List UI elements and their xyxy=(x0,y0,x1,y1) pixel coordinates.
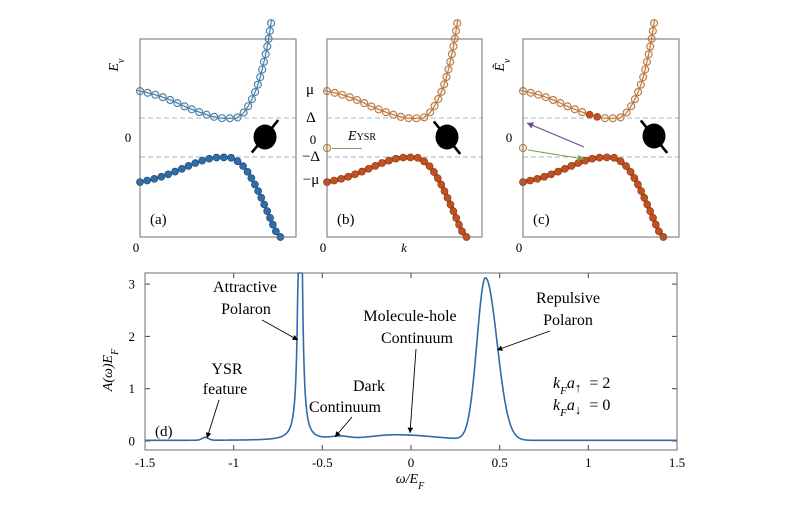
svg-text:2: 2 xyxy=(129,329,136,344)
svg-text:Continuum: Continuum xyxy=(381,330,454,347)
svg-text:1: 1 xyxy=(129,381,136,396)
svg-text:-1: -1 xyxy=(228,455,239,470)
svg-text:(d): (d) xyxy=(155,424,173,440)
svg-text:EYSR: EYSR xyxy=(347,129,376,144)
svg-text:1.5: 1.5 xyxy=(669,455,685,470)
svg-text:0: 0 xyxy=(320,240,327,255)
svg-text:0: 0 xyxy=(516,240,523,255)
svg-text:0.5: 0.5 xyxy=(492,455,508,470)
svg-text:Attractive: Attractive xyxy=(213,279,277,296)
svg-text:(b): (b) xyxy=(337,212,355,228)
svg-text:0: 0 xyxy=(506,130,513,145)
svg-text:Polaron: Polaron xyxy=(543,312,593,329)
svg-text:feature: feature xyxy=(203,381,247,398)
svg-text:−μ: −μ xyxy=(303,172,320,188)
svg-text:Δ: Δ xyxy=(306,110,316,126)
svg-text:-0.5: -0.5 xyxy=(312,455,333,470)
svg-text:0: 0 xyxy=(310,132,317,147)
svg-text:YSR: YSR xyxy=(211,361,242,378)
svg-text:0: 0 xyxy=(408,455,415,470)
svg-text:-1.5: -1.5 xyxy=(135,455,156,470)
svg-text:0: 0 xyxy=(129,434,136,449)
svg-text:Dark: Dark xyxy=(353,378,385,395)
svg-text:−Δ: −Δ xyxy=(302,149,320,165)
svg-text:(a): (a) xyxy=(150,212,167,228)
svg-text:0: 0 xyxy=(133,240,140,255)
svg-text:k: k xyxy=(401,240,407,255)
svg-text:Molecule-hole: Molecule-hole xyxy=(363,308,456,325)
svg-text:(c): (c) xyxy=(533,212,550,228)
svg-text:Continuum: Continuum xyxy=(309,399,382,416)
svg-text:3: 3 xyxy=(129,277,136,292)
svg-text:μ: μ xyxy=(306,82,314,98)
svg-text:Repulsive: Repulsive xyxy=(536,290,600,307)
svg-text:0: 0 xyxy=(125,130,132,145)
svg-text:Polaron: Polaron xyxy=(221,301,271,318)
svg-text:1: 1 xyxy=(585,455,592,470)
